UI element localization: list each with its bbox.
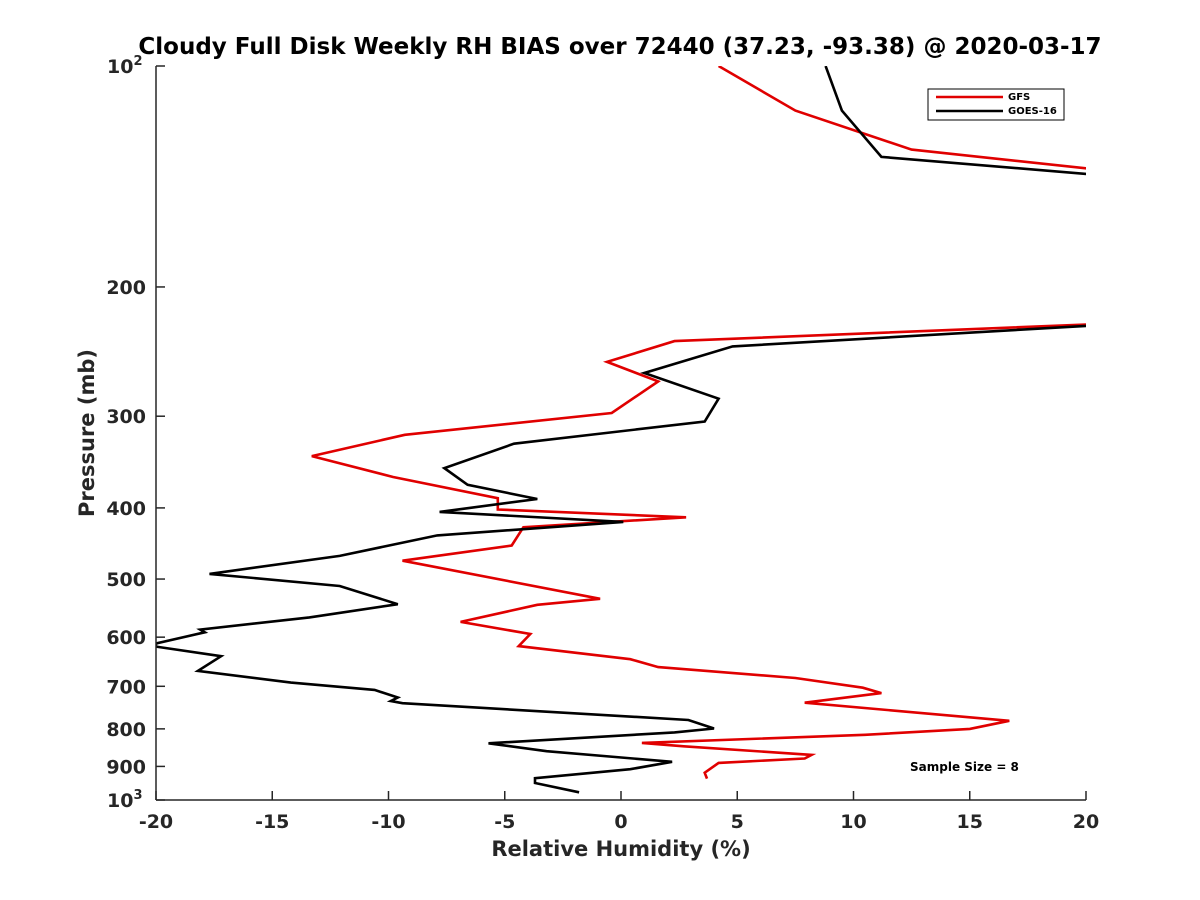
y-tick-label: 300 (106, 406, 146, 428)
x-tick-label: 5 (731, 811, 744, 833)
x-tick-label: -15 (255, 811, 289, 833)
series-line-goes16 (156, 66, 1086, 794)
y-ticks: 102 200 300 400 500 600 700 800 900 103 (106, 54, 165, 812)
x-tick-label: 10 (840, 811, 866, 833)
sample-size-annotation: Sample Size = 8 (910, 760, 1019, 774)
x-tick-label: -5 (494, 811, 515, 833)
y-tick-label: 102 (107, 54, 143, 78)
x-tick-label: -20 (139, 811, 173, 833)
y-tick-label: 500 (106, 569, 146, 591)
legend-box (927, 88, 1065, 121)
y-tick-label: 800 (106, 719, 146, 741)
x-ticks: -20 -15 -10 -5 0 5 10 15 20 (139, 791, 1099, 833)
x-tick-label: 20 (1073, 811, 1099, 833)
y-tick-label: 400 (106, 498, 146, 520)
legend: GFS GOES-16 (927, 88, 1065, 121)
y-tick-label: 900 (106, 756, 146, 778)
series-layer (156, 66, 1086, 794)
chart-title: Cloudy Full Disk Weekly RH BIAS over 724… (138, 34, 1101, 60)
x-tick-label: 0 (614, 811, 627, 833)
y-tick-label: 103 (107, 788, 143, 812)
x-tick-label: -10 (371, 811, 405, 833)
y-tick-label: 700 (106, 676, 146, 698)
x-tick-label: 15 (957, 811, 983, 833)
legend-label-goes16: GOES-16 (1008, 106, 1057, 117)
y-tick-label: 600 (106, 627, 146, 649)
legend-label-gfs: GFS (1008, 92, 1030, 103)
x-axis-label: Relative Humidity (%) (491, 837, 750, 861)
y-axis-label: Pressure (mb) (75, 349, 99, 517)
series-line-gfs (311, 66, 1086, 780)
y-tick-label: 200 (106, 277, 146, 299)
